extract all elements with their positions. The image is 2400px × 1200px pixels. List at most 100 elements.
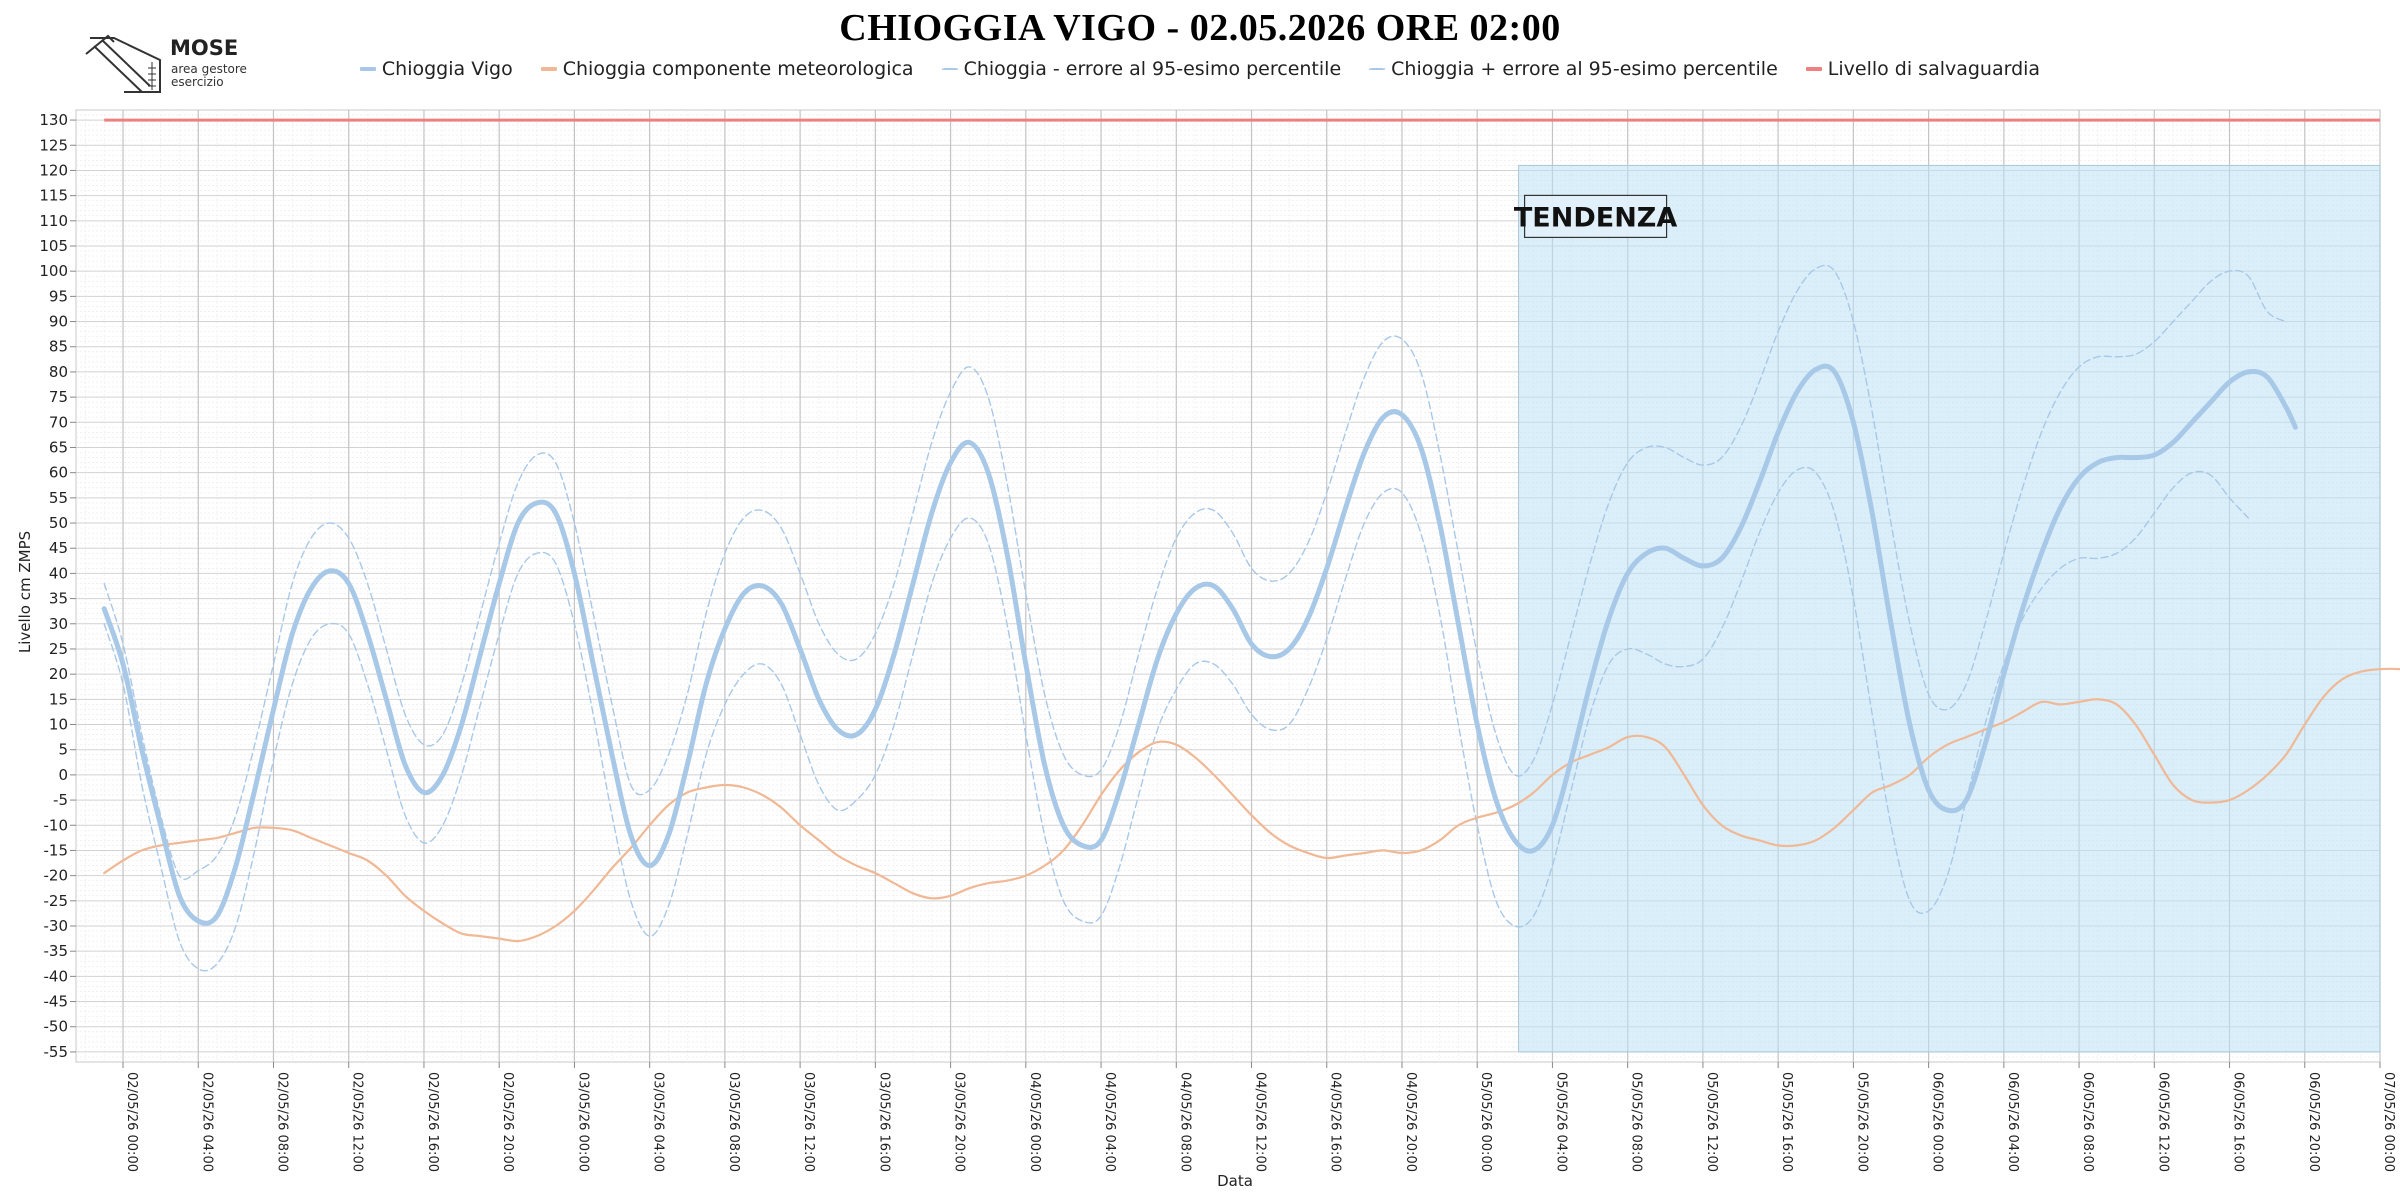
y-tick-label: 20 <box>49 665 68 683</box>
tendenza-region <box>1518 164 2381 1053</box>
y-tick-label: -5 <box>53 791 68 809</box>
y-tick-label: 0 <box>58 766 68 784</box>
y-tick-label: 105 <box>39 237 68 255</box>
y-tick-label: 95 <box>49 287 68 305</box>
y-tick-label: -15 <box>44 841 69 859</box>
x-tick-label: 04/05/26 04:00 <box>1102 1072 1117 1172</box>
x-tick-label: 05/05/26 08:00 <box>1629 1072 1644 1172</box>
y-tick-label: 85 <box>49 338 68 356</box>
legend-label-upper-error: Chioggia + errore al 95-esimo percentile <box>1391 58 1778 80</box>
x-tick-label: 05/05/26 00:00 <box>1478 1072 1493 1172</box>
x-tick-label: 06/05/26 12:00 <box>2155 1072 2170 1172</box>
series-lower-error <box>103 466 2249 972</box>
chart-title: CHIOGGIA VIGO - 02.05.2026 ORE 02:00 <box>839 7 1561 49</box>
y-tick-label: 40 <box>49 564 68 582</box>
y-tick-label: -40 <box>44 967 69 985</box>
legend-label-meteo: Chioggia componente meteorologica <box>562 58 914 80</box>
y-tick-label: 10 <box>49 716 68 734</box>
y-tick-label: 55 <box>49 489 68 507</box>
mose-logo: MOSE area gestore esercizio <box>84 30 254 98</box>
y-tick-label: 50 <box>49 514 68 532</box>
logo-subtitle-1: area gestore <box>171 62 247 76</box>
x-tick-label: 03/05/26 12:00 <box>801 1072 816 1172</box>
tendenza-label: TENDENZA <box>1514 202 1677 233</box>
y-tick-label: 125 <box>39 136 68 154</box>
y-tick-label: -35 <box>44 942 69 960</box>
logo-name: MOSE <box>170 36 239 60</box>
legend-item-lower-error: Chioggia - errore al 95-esimo percentile <box>941 58 1342 80</box>
x-tick-label: 02/05/26 00:00 <box>124 1072 139 1172</box>
x-tick-label: 07/05/26 00:00 <box>2381 1072 2396 1172</box>
y-axis-label: Livello cm ZMPS <box>16 531 34 653</box>
x-tick-label: 04/05/26 08:00 <box>1177 1072 1192 1172</box>
y-tick-label: -25 <box>44 892 69 910</box>
legend-swatch-threshold <box>1805 67 1822 71</box>
legend-swatch-upper-error <box>1369 68 1386 70</box>
x-tick-label: 05/05/26 12:00 <box>1704 1072 1719 1172</box>
y-tick-label: 120 <box>39 161 68 179</box>
legend-item-upper-error: Chioggia + errore al 95-esimo percentile <box>1369 58 1778 80</box>
x-tick-label: 05/05/26 20:00 <box>1854 1072 1869 1172</box>
y-tick-label: 75 <box>49 388 68 406</box>
x-tick-label: 03/05/26 20:00 <box>952 1072 967 1172</box>
x-tick-label: 02/05/26 08:00 <box>274 1072 289 1172</box>
x-tick-label: 06/05/26 20:00 <box>2306 1072 2321 1172</box>
y-tick-label: -10 <box>44 816 69 834</box>
y-tick-label: 35 <box>49 590 68 608</box>
x-tick-label: 06/05/26 04:00 <box>2005 1072 2020 1172</box>
x-tick-label: 03/05/26 04:00 <box>651 1072 666 1172</box>
series-upper-error <box>103 264 2287 880</box>
y-tick-label: 90 <box>49 313 68 331</box>
y-tick-label: 130 <box>39 111 68 129</box>
x-tick-label: 05/05/26 16:00 <box>1779 1072 1794 1172</box>
y-tick-label: 65 <box>49 438 68 456</box>
y-tick-label: 25 <box>49 640 68 658</box>
y-tick-label: 80 <box>49 363 68 381</box>
y-tick-label: 60 <box>49 464 68 482</box>
x-axis-label: Data <box>1217 1172 1253 1190</box>
mose-logo-icon <box>85 34 161 93</box>
legend-swatch-lower-error <box>941 68 958 70</box>
x-tick-label: 02/05/26 04:00 <box>199 1072 214 1172</box>
legend-item-meteo: Chioggia componente meteorologica <box>540 58 914 80</box>
y-tick-label: 115 <box>39 187 68 205</box>
y-tick-label: -50 <box>44 1018 69 1036</box>
legend-label-vigo: Chioggia Vigo <box>381 58 513 80</box>
x-tick-label: 04/05/26 20:00 <box>1403 1072 1418 1172</box>
y-tick-label: 45 <box>49 539 68 557</box>
x-tick-label: 05/05/26 04:00 <box>1553 1072 1568 1172</box>
series-chioggia-vigo <box>101 363 2298 926</box>
x-tick-label: 02/05/26 16:00 <box>425 1072 440 1172</box>
y-tick-label: 100 <box>39 262 68 280</box>
x-tick-label: 04/05/26 00:00 <box>1027 1072 1042 1172</box>
legend-label-lower-error: Chioggia - errore al 95-esimo percentile <box>963 58 1342 80</box>
x-tick-label: 06/05/26 00:00 <box>1930 1072 1945 1172</box>
y-tick-label: 30 <box>49 615 68 633</box>
x-tick-label: 02/05/26 20:00 <box>500 1072 515 1172</box>
legend-item-vigo: Chioggia Vigo <box>359 58 513 80</box>
x-tick-label: 06/05/26 16:00 <box>2231 1072 2246 1172</box>
x-tick-label: 03/05/26 00:00 <box>575 1072 590 1172</box>
x-tick-label: 04/05/26 12:00 <box>1253 1072 1268 1172</box>
y-tick-label: 70 <box>49 413 68 431</box>
y-tick-label: -45 <box>44 993 69 1011</box>
logo-subtitle-2: esercizio <box>171 75 224 89</box>
tendenza-label-box <box>1523 194 1668 239</box>
y-tick-label: 15 <box>49 690 68 708</box>
series-meteo-component <box>103 667 2400 943</box>
y-tick-label: -30 <box>44 917 69 935</box>
x-tick-label: 04/05/26 16:00 <box>1328 1072 1343 1172</box>
legend-swatch-meteo <box>540 67 557 71</box>
x-tick-label: 02/05/26 12:00 <box>350 1072 365 1172</box>
legend-label-threshold: Livello di salvaguardia <box>1827 58 2041 80</box>
x-tick-label: 03/05/26 16:00 <box>876 1072 891 1172</box>
y-tick-label: 110 <box>39 212 68 230</box>
x-tick-label: 03/05/26 08:00 <box>726 1072 741 1172</box>
y-tick-label: -20 <box>44 867 69 885</box>
x-tick-label: 06/05/26 08:00 <box>2080 1072 2095 1172</box>
legend: Chioggia Vigo Chioggia componente meteor… <box>0 58 2400 80</box>
y-tick-label: 5 <box>58 741 68 759</box>
y-tick-label: -55 <box>44 1043 69 1061</box>
legend-swatch-vigo <box>359 67 376 71</box>
